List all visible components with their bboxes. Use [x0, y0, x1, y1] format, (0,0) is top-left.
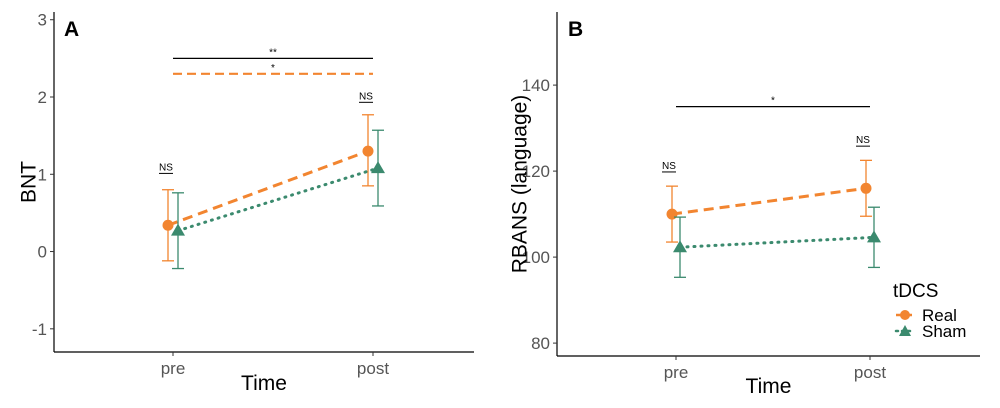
ns-label: NS	[359, 91, 373, 102]
y-tick-label: 3	[38, 11, 47, 30]
legend-circle-icon	[900, 310, 910, 320]
legend: tDCS Real Sham	[893, 281, 966, 341]
ns-label: NS	[856, 135, 870, 146]
ns-label: NS	[662, 161, 676, 172]
y-tick-label: 0	[38, 243, 47, 262]
y-tick-label: 100	[522, 248, 550, 267]
panel-b-y-ticks: 80 100 120 140	[522, 76, 557, 353]
x-tick-label: post	[357, 359, 389, 378]
data-point-real	[362, 145, 374, 157]
y-tick-label: 2	[38, 88, 47, 107]
legend-item-real: Real	[896, 306, 957, 325]
data-point-real	[162, 219, 174, 231]
data-point-sham	[867, 230, 881, 243]
panel-b: B * NS NS 80 100 120 140 pre post Time RBANS (…	[509, 12, 980, 398]
data-point-real	[860, 182, 872, 194]
panel-b-x-ticks: pre post	[664, 356, 886, 382]
panel-a-y-ticks: -1 0 1 2 3	[32, 11, 54, 339]
panel-a-x-ticks: pre post	[161, 352, 389, 378]
panel-letter-a: A	[64, 18, 79, 41]
panel-b-x-axis-title: Time	[746, 375, 792, 398]
ns-label: NS	[159, 162, 173, 173]
panel-letter-b: B	[568, 18, 583, 41]
panel-a-y-axis-title: BNT	[18, 161, 41, 203]
legend-title: tDCS	[893, 281, 938, 302]
y-tick-label: 1	[38, 165, 47, 184]
x-tick-label: post	[854, 363, 886, 382]
legend-label-sham: Sham	[922, 322, 966, 341]
series-line-sham	[678, 235, 876, 249]
significance-label: *	[771, 96, 775, 107]
data-point-sham	[371, 161, 385, 174]
y-tick-label: 140	[522, 76, 550, 95]
y-tick-label: 120	[522, 162, 550, 181]
series-line-real	[167, 149, 369, 227]
significance-label: *	[271, 63, 275, 74]
series-line-sham	[176, 166, 380, 233]
series-line-real	[671, 186, 867, 216]
panel-b-marks: * NS NS	[662, 96, 881, 278]
legend-label-real: Real	[922, 306, 957, 325]
legend-item-sham: Sham	[894, 322, 966, 341]
significance-label: **	[269, 47, 277, 58]
data-point-real	[666, 208, 678, 220]
legend-triangle-icon	[899, 325, 911, 336]
y-tick-label: -1	[32, 320, 47, 339]
x-tick-label: pre	[664, 363, 689, 382]
panel-b-y-axis-title: RBANS (language)	[509, 95, 532, 274]
data-point-sham	[171, 223, 185, 236]
panel-a-x-axis-title: Time	[241, 372, 287, 395]
y-tick-label: 80	[531, 334, 550, 353]
x-tick-label: pre	[161, 359, 186, 378]
data-point-sham	[673, 240, 687, 253]
